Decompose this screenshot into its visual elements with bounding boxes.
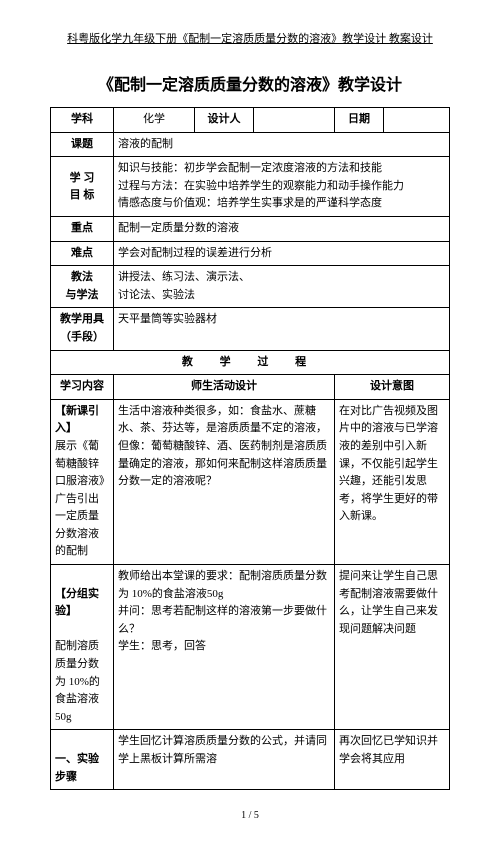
method-label: 教法与学法: [51, 266, 114, 308]
group-content: 配制溶质质量分数为 10%的食盐溶液50g: [55, 640, 100, 722]
intro-cell: 【新课引入】 展示《葡萄糖酸锌口服溶液》广告引出一定质量分数溶液的配制: [51, 399, 114, 564]
steps-intent: 再次回忆已学知识并学会将其应用: [335, 730, 450, 790]
topic-label: 课题: [51, 132, 114, 157]
page-header: 科粤版化学九年级下册《配制一定溶质质量分数的溶液》教学设计 教案设计: [50, 30, 450, 46]
date-value: [384, 108, 450, 133]
steps-cell: 一、实验步骤: [51, 730, 114, 790]
page-footer: 1 / 5: [50, 810, 450, 821]
difficulty-label: 难点: [51, 241, 114, 266]
group-activity: 教师给出本堂课的要求：配制溶质质量分数为 10%的食盐溶液50g并问：思考若配制…: [114, 565, 335, 730]
intro-activity: 生活中溶液种类很多，如：食盐水、蔗糖水、茶、芬达等，是溶质质量不定的溶液，但像：…: [114, 399, 335, 564]
process-header: 教 学 过 程: [51, 350, 450, 375]
tools-label: 教学用具（手段）: [51, 308, 114, 350]
intro-intent: 在对比广告视频及图片中的溶液与已学溶液的差别中引入新课，不仅能引起学生兴趣，还能…: [335, 399, 450, 564]
col1-header: 学习内容: [51, 375, 114, 400]
designer-value: [254, 108, 335, 133]
group-cell: 【分组实验】 配制溶质质量分数为 10%的食盐溶液50g: [51, 565, 114, 730]
intro-content: 展示《葡萄糖酸锌口服溶液》广告引出一定质量分数溶液的配制: [55, 440, 105, 558]
steps-label: 一、实验步骤: [55, 753, 99, 783]
col3-header: 设计意图: [335, 375, 450, 400]
designer-label: 设计人: [195, 108, 254, 133]
goals-value: 知识与技能：初步学会配制一定浓度溶液的方法和技能过程与方法：在实验中培养学生的观…: [114, 157, 450, 217]
doc-title: 《配制一定溶质质量分数的溶液》教学设计: [50, 71, 450, 95]
lesson-table: 学科 化学 设计人 日期 课题 溶液的配制 学 习目 标 知识与技能：初步学会配…: [50, 107, 450, 790]
steps-activity: 学生回忆计算溶质质量分数的公式，并请同学上黑板计算所需溶: [114, 730, 335, 790]
subject-label: 学科: [51, 108, 114, 133]
keypoint-value: 配制一定质量分数的溶液: [114, 216, 450, 241]
subject-value: 化学: [114, 108, 195, 133]
method-value: 讲授法、练习法、演示法、讨论法、实验法: [114, 266, 450, 308]
group-label: 【分组实验】: [55, 588, 99, 618]
col2-header: 师生活动设计: [114, 375, 335, 400]
group-intent: 提问来让学生自己思考配制溶液需要做什么，让学生自己来发现问题解决问题: [335, 565, 450, 730]
tools-value: 天平量筒等实验器材: [114, 308, 450, 350]
intro-label: 【新课引入】: [55, 405, 99, 435]
topic-value: 溶液的配制: [114, 132, 450, 157]
goals-label: 学 习目 标: [51, 157, 114, 217]
keypoint-label: 重点: [51, 216, 114, 241]
difficulty-value: 学会对配制过程的误差进行分析: [114, 241, 450, 266]
date-label: 日期: [335, 108, 384, 133]
